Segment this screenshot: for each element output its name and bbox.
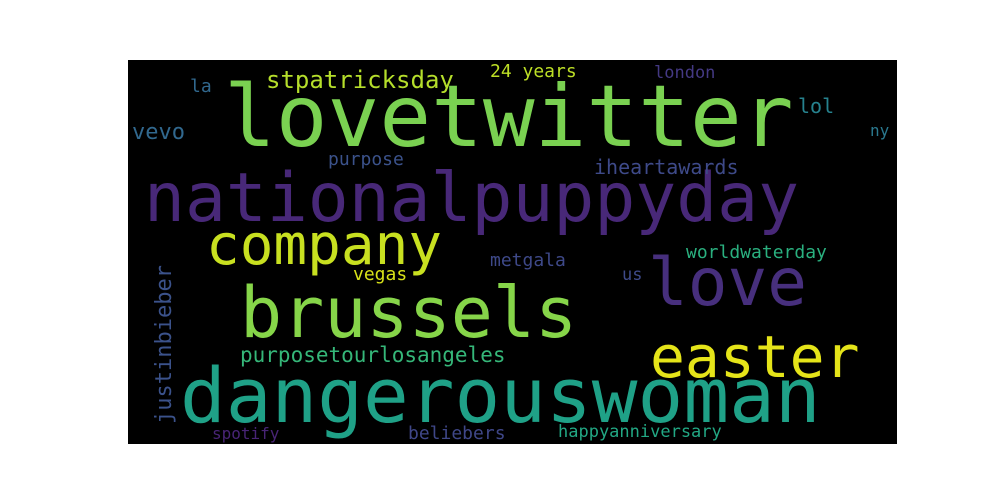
word-cloud: lovetwitter nationalpuppyday dangerouswo… [128,60,897,444]
word-ny: ny [870,121,890,140]
word-purpose: purpose [328,149,404,170]
word-justinbieber: justinbieber [152,265,177,424]
word-spotify: spotify [212,424,280,443]
word-beliebers: beliebers [408,423,506,444]
word-london: london [654,63,716,83]
word-metgala: metgala [490,250,566,271]
word-company: company [206,213,443,278]
word-easter: easter [650,323,860,391]
word-vegas: vegas [353,264,408,285]
word-love: love [648,244,807,321]
word-purposetourlosangeles: purposetourlosangeles [240,343,506,367]
word-us: us [622,265,643,285]
word-iheartawards: iheartawards [594,155,739,179]
word-vevo: vevo [132,120,185,145]
word-stpatricksday: stpatricksday [266,66,454,94]
word-nationalpuppyday: nationalpuppyday [144,159,800,238]
word-brussels: brussels [240,272,578,354]
word-dangerouswoman: dangerouswoman [180,351,821,440]
word-worldwaterday: worldwaterday [686,242,827,263]
word-happyanniversary: happyanniversary [558,422,722,442]
word-lol: lol [798,94,835,118]
word-24-years: 24 years [490,61,577,82]
word-lovetwitter: lovetwitter [224,67,794,167]
word-la: la [190,76,212,97]
